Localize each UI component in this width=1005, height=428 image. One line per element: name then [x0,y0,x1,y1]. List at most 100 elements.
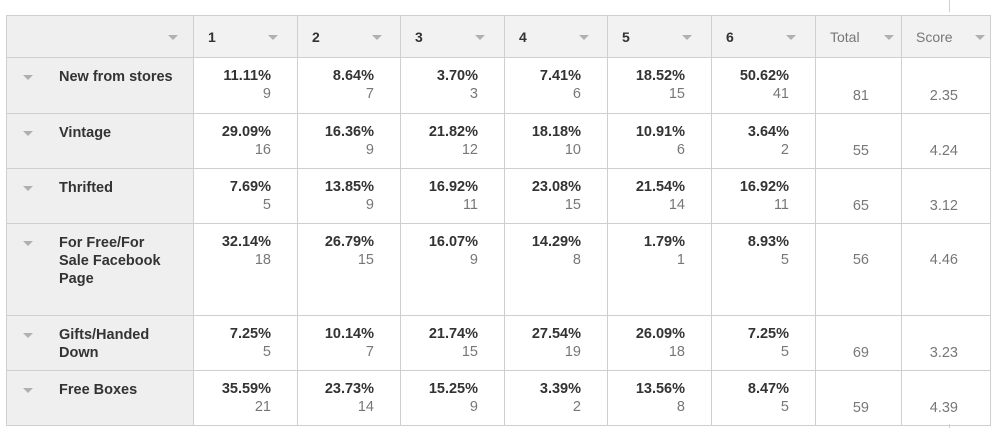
cell-count: 8 [572,252,581,268]
total-value: 56 [852,252,869,268]
column-header-score[interactable]: Score [901,15,991,58]
data-cell: 21.74% 15 [400,315,505,371]
data-cell: 3.64% 2 [711,113,816,169]
chevron-down-icon[interactable] [23,186,33,191]
cell-percent: 3.70% [436,68,478,84]
cell-count: 41 [772,86,789,102]
cell-percent: 26.79% [324,234,374,250]
cell-count: 5 [262,197,271,213]
chevron-down-icon[interactable] [168,35,178,40]
table-row: Thrifted 7.69% 5 13.85% 9 16.92% 11 23.08% 1… [6,168,991,224]
total-value: 55 [852,143,869,159]
column-header-total[interactable]: Total [815,15,902,58]
score-cell: 4.24 [901,113,991,169]
cell-count: 5 [780,399,789,415]
cell-percent: 16.36% [324,124,374,140]
cell-percent: 10.91% [635,124,685,140]
chevron-down-icon[interactable] [23,241,33,246]
header-corner[interactable] [6,15,194,58]
data-cell: 18.52% 15 [607,57,712,114]
total-value: 81 [852,88,869,104]
cell-percent: 1.79% [643,234,685,250]
column-header-label: 4 [519,29,527,45]
cell-count: 6 [676,142,685,158]
cell-count: 11 [462,197,478,213]
row-header[interactable]: New from stores [6,57,194,114]
chevron-down-icon[interactable] [23,333,33,338]
chevron-down-icon[interactable] [268,35,278,40]
chevron-down-icon[interactable] [475,35,485,40]
cell-percent: 21.54% [635,179,685,195]
chevron-down-icon[interactable] [884,35,894,40]
cell-percent: 18.18% [531,124,581,140]
row-label: Gifts/Handed Down [59,327,150,361]
chevron-down-icon[interactable] [23,388,33,393]
column-header-label: 3 [415,29,423,45]
cell-count: 21 [254,399,271,415]
cell-count: 15 [461,344,478,360]
column-header-label: 6 [726,29,734,45]
row-label: For Free/For Sale Facebook Page [59,235,161,287]
total-cell: 81 [815,57,902,114]
column-header-4[interactable]: 4 [504,15,608,58]
score-cell: 3.12 [901,168,991,224]
column-header-1[interactable]: 1 [193,15,298,58]
score-value: 3.23 [929,345,958,361]
table-body: New from stores 11.11% 9 8.64% 7 3.70% 3 7.… [6,57,991,426]
score-cell: 2.35 [901,57,991,114]
data-cell: 8.64% 7 [297,57,401,114]
cell-count: 15 [357,252,374,268]
total-value: 65 [852,198,869,214]
cell-percent: 16.07% [428,234,478,250]
cell-percent: 11.11% [223,68,271,84]
chevron-down-icon[interactable] [372,35,382,40]
cell-percent: 50.62% [739,68,789,84]
cell-percent: 3.39% [539,381,581,397]
chevron-down-icon[interactable] [786,35,796,40]
data-cell: 27.54% 19 [504,315,608,371]
table-row: New from stores 11.11% 9 8.64% 7 3.70% 3 7.… [6,57,991,114]
cell-percent: 29.09% [221,124,271,140]
cell-percent: 32.14% [221,234,271,250]
data-cell: 15.25% 9 [400,370,505,426]
data-cell: 7.25% 5 [193,315,298,371]
row-header[interactable]: For Free/For Sale Facebook Page [6,223,194,316]
cell-percent: 15.25% [428,381,478,397]
data-cell: 16.36% 9 [297,113,401,169]
chevron-down-icon[interactable] [682,35,692,40]
column-header-3[interactable]: 3 [400,15,505,58]
cell-percent: 7.25% [229,326,271,342]
cell-percent: 13.85% [324,179,374,195]
cell-count: 1 [676,252,685,268]
chevron-down-icon[interactable] [579,35,589,40]
table-row: Gifts/Handed Down 7.25% 5 10.14% 7 21.74% 1… [6,315,991,371]
total-cell: 56 [815,223,902,316]
chevron-down-icon[interactable] [23,75,33,80]
data-cell: 11.11% 9 [193,57,298,114]
row-header[interactable]: Vintage [6,113,194,169]
row-header[interactable]: Free Boxes [6,370,194,426]
cell-percent: 8.64% [332,68,374,84]
chevron-down-icon[interactable] [975,35,985,40]
cell-count: 6 [572,86,581,102]
row-header[interactable]: Thrifted [6,168,194,224]
cell-count: 2 [572,399,581,415]
cell-percent: 23.73% [324,381,374,397]
cell-percent: 10.14% [324,326,374,342]
cell-count: 9 [262,86,271,102]
column-header-5[interactable]: 5 [607,15,712,58]
cell-percent: 14.29% [531,234,581,250]
cell-count: 18 [254,252,271,268]
table-row: Free Boxes 35.59% 21 23.73% 14 15.25% 9 3.3… [6,370,991,426]
cell-percent: 8.93% [747,234,789,250]
data-cell: 35.59% 21 [193,370,298,426]
data-cell: 1.79% 1 [607,223,712,316]
row-header[interactable]: Gifts/Handed Down [6,315,194,371]
column-header-2[interactable]: 2 [297,15,401,58]
cell-count: 5 [780,344,789,360]
column-header-6[interactable]: 6 [711,15,816,58]
data-cell: 50.62% 41 [711,57,816,114]
data-cell: 7.69% 5 [193,168,298,224]
chevron-down-icon[interactable] [23,131,33,136]
data-cell: 32.14% 18 [193,223,298,316]
